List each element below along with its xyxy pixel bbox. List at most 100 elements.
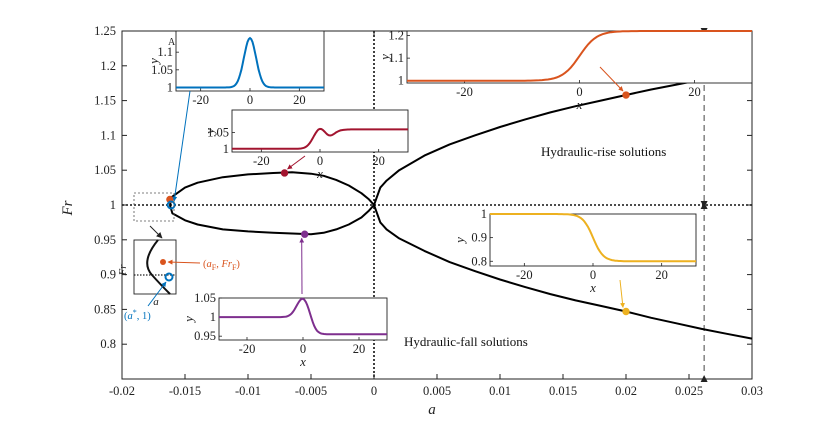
inset-x-tick-label: -20 <box>456 85 473 99</box>
connector-blue <box>172 90 191 202</box>
inset-x-tick-label: 0 <box>590 268 596 282</box>
x-tick-label: 0.005 <box>423 384 451 398</box>
inset-y-tick-label: 0.9 <box>471 231 487 245</box>
curve-hydraulic-fall-branch <box>373 204 753 340</box>
inset-y-tick-label: 1 <box>223 142 229 156</box>
zoom-region-box <box>133 192 175 222</box>
y-tick-label: 1.05 <box>94 163 116 177</box>
main-curves <box>168 70 753 340</box>
inset-y-tick-label: 0.8 <box>471 254 487 268</box>
inset-yellow: -20 0 20 0.8 0.9 1 x y <box>452 207 697 295</box>
inset-y-label: y <box>146 58 161 66</box>
main-axis-ticks: -0.02 -0.015 -0.01 -0.005 0 0.005 0.01 0.015 0.0… <box>94 24 763 398</box>
inset-y-tick-label: 1 <box>167 80 173 94</box>
inset-frame <box>218 297 388 341</box>
inset-x-tick-label: 20 <box>688 85 701 99</box>
aF-annotation-label: (aF, FrF) <box>203 259 240 272</box>
hydraulic-fall-label: Hydraulic-fall solutions <box>404 334 528 349</box>
inset-frame <box>231 109 409 153</box>
marker-a-point <box>166 200 176 210</box>
y-axis-label: Fr <box>60 200 76 216</box>
zoom-aF-point <box>160 259 166 265</box>
inset-y-tick-label: 1.05 <box>151 63 173 77</box>
x-tick-label: -0.005 <box>295 384 327 398</box>
astar-annotation-arrow <box>147 281 167 307</box>
main-markers <box>166 91 630 316</box>
inset-profile-line <box>219 297 387 336</box>
inset-y-tick-label: 1.05 <box>207 126 229 140</box>
inset-x-tick-label: 0 <box>576 85 582 99</box>
inset-y-label: y <box>377 54 392 62</box>
hydraulic-rise-label: Hydraulic-rise solutions <box>541 144 666 159</box>
y-tick-label: 1.1 <box>100 128 116 142</box>
inset-x-tick-label: 0 <box>317 154 323 168</box>
inset-orange: -20 0 20 1 1.1 1.2 x y <box>377 29 753 112</box>
range-arrowhead <box>700 375 708 382</box>
inset-x-tick-label: -20 <box>192 93 209 107</box>
y-tick-label: 0.8 <box>100 337 116 351</box>
x-tick-label: 0.015 <box>549 384 577 398</box>
inset-x-label: x <box>589 280 596 295</box>
zoom-x-label: a <box>153 296 159 308</box>
y-tick-label: 0.9 <box>100 268 116 282</box>
astar-annotation-label: (a*, 1) <box>124 308 151 322</box>
curve-closed-loop-upper- <box>168 171 375 206</box>
zoom-inset: a Fr <box>117 239 177 308</box>
x-tick-label: 0.01 <box>489 384 511 398</box>
inset-y-label: y <box>202 128 217 136</box>
inset-y-tick-label: 1 <box>398 74 404 88</box>
inset-y-tick-label: 1.1 <box>388 51 404 65</box>
inset-x-tick-label: -20 <box>239 342 256 356</box>
inset-x-tick-label: -20 <box>253 154 270 168</box>
inset-A-label: A <box>168 37 176 48</box>
x-tick-label: -0.01 <box>235 384 261 398</box>
connector-red <box>287 155 306 170</box>
inset-y-tick-label: 1.05 <box>194 291 216 305</box>
inset-x-label: x <box>576 97 583 112</box>
inset-y-label: y <box>452 237 467 245</box>
y-tick-label: 0.95 <box>94 233 116 247</box>
inset-y-tick-label: 1.2 <box>388 29 404 43</box>
y-tick-label: 1.15 <box>94 94 116 108</box>
zoom-y-label: Fr <box>117 264 129 277</box>
x-tick-label: 0 <box>371 384 377 398</box>
y-tick-label: 1.25 <box>94 24 116 38</box>
marker-loop-upper-point <box>280 169 289 177</box>
connector-yellow <box>619 279 625 308</box>
inset-y-tick-label: 0.95 <box>194 329 216 343</box>
zoom-astar-point <box>164 272 174 282</box>
inset-y-label: y <box>181 316 196 324</box>
inset-x-tick-label: -20 <box>516 268 533 282</box>
x-axis-label: a <box>428 402 436 418</box>
inset-y-tick-label: 1.1 <box>157 45 173 59</box>
connector-orange <box>599 66 624 92</box>
inset-profile-line <box>176 36 324 89</box>
marker-rise-point <box>622 91 630 99</box>
x-tick-label: -0.015 <box>169 384 201 398</box>
curve-closed-loop-lower- <box>168 204 375 236</box>
x-tick-label: -0.02 <box>109 384 135 398</box>
curve-hydraulic-rise-branch <box>373 70 753 206</box>
y-tick-label: 1 <box>110 198 116 212</box>
aF-annotation-arrow <box>167 259 201 265</box>
inset-purple: -20 0 20 0.95 1 1.05 x y <box>181 291 388 369</box>
inset-x-label: x <box>316 166 323 181</box>
inset-y-tick-label: 1 <box>481 207 487 221</box>
inset-y-tick-label: 1 <box>210 310 216 324</box>
inset-red: -20 0 20 1 1.05 x y <box>202 109 409 181</box>
x-tick-label: 0.025 <box>675 384 703 398</box>
x-tick-label: 0.03 <box>741 384 763 398</box>
inset-profile-line <box>232 127 408 150</box>
marker-loop-lower-point <box>301 230 309 238</box>
zoom-arrow <box>149 225 163 239</box>
inset-x-tick-label: 20 <box>655 268 668 282</box>
inset-x-tick-label: 20 <box>353 342 366 356</box>
inset-profile-line <box>407 30 752 82</box>
inset-x-tick-label: 20 <box>293 93 306 107</box>
marker-fall-point <box>622 307 630 316</box>
inset-x-label: x <box>299 354 306 369</box>
y-tick-label: 0.85 <box>94 302 116 316</box>
inset-connectors <box>172 66 625 308</box>
